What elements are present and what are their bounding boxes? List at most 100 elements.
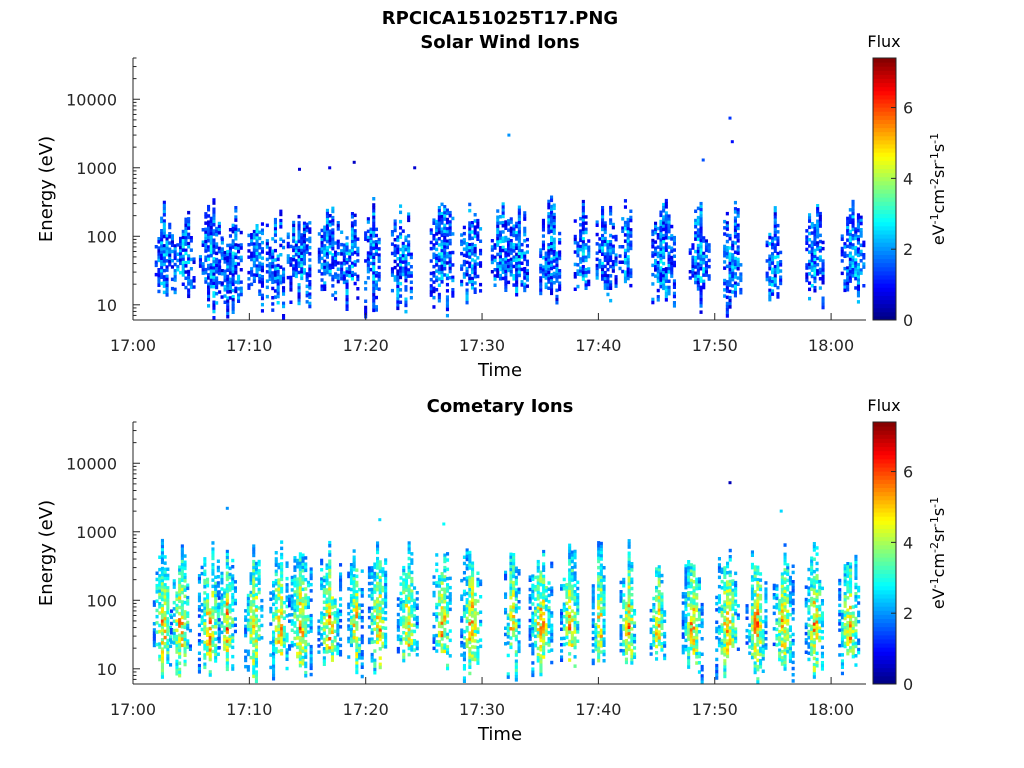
heatmap-cell [498,264,502,269]
heatmap-cell [181,267,185,271]
heatmap-cell [468,578,472,583]
heatmap-cell [317,628,321,633]
heatmap-cell [296,561,300,566]
heatmap-cell [296,614,300,619]
heatmap-cell [504,570,508,575]
heatmap-cell [345,242,349,246]
heatmap-cell [846,266,850,270]
heatmap-cell [443,565,447,570]
heatmap-cell [402,624,406,629]
heatmap-cell [373,574,377,579]
heatmap-cell [404,272,408,277]
heatmap-cell [207,214,211,218]
heatmap-cell [207,263,211,268]
heatmap-cell [404,309,408,314]
heatmap-cell [325,236,329,241]
heatmap-cell [547,612,551,616]
heatmap-cell [296,633,300,637]
heatmap-cell [552,240,556,245]
colorbar-tick-label: 0 [903,311,913,330]
heatmap-cell [384,642,388,646]
heatmap-cell [348,249,352,253]
heatmap-cell [162,253,166,257]
heatmap-cell [255,270,259,274]
heatmap-cell [623,205,627,209]
heatmap-cell [350,236,354,241]
heatmap-cell [268,268,272,272]
heatmap-cell [212,210,216,215]
heatmap-cell [163,583,167,587]
heatmap-cell [170,609,174,613]
heatmap-cell [180,553,184,558]
heatmap-cell [162,250,166,254]
heatmap-cell [301,603,305,607]
heatmap-cell [208,645,212,649]
heatmap-cell [514,622,518,626]
heatmap-cell [211,612,215,616]
heatmap-cell [573,287,577,291]
heatmap-cell [517,245,521,250]
heatmap-cell [517,221,521,225]
heatmap-cell [407,572,411,576]
heatmap-cell [476,645,480,650]
heatmap-cell [399,604,403,608]
heatmap-cell [325,588,329,592]
heatmap-cell [250,267,254,271]
heatmap-cell [158,642,162,646]
heatmap-cell [207,257,211,262]
heatmap-cell [175,650,179,654]
heatmap-cell [440,575,444,579]
heatmap-cell [268,277,272,282]
heatmap-cell [211,649,215,654]
heatmap-cell [183,641,187,645]
heatmap-cell [257,637,261,641]
heatmap-cell [274,637,278,642]
heatmap-cell [276,276,280,280]
heatmap-cell [339,578,343,583]
heatmap-cell [333,617,337,621]
heatmap-cell [183,600,187,605]
heatmap-cell [598,265,602,269]
heatmap-cell [239,255,243,260]
heatmap-cell [542,590,546,594]
heatmap-cell [725,233,729,238]
heatmap-cell [435,257,439,261]
heatmap-cell [443,600,447,604]
heatmap-cell [501,239,505,243]
heatmap-cell [547,277,551,281]
heatmap-cell [179,261,183,266]
heatmap-cell [162,268,166,273]
heatmap-cell [542,584,546,588]
heatmap-cell [322,606,326,611]
heatmap-cell [515,268,519,272]
heatmap-cell [733,216,737,220]
heatmap-cell [460,282,464,287]
heatmap-cell [200,565,204,570]
heatmap-cell [260,614,264,618]
heatmap-cell [317,232,321,236]
heatmap-cell [699,201,703,206]
heatmap-cell [821,268,825,273]
heatmap-cell [239,258,243,263]
heatmap-cell [347,571,351,576]
heatmap-cell [296,583,300,588]
heatmap-cell [349,621,353,626]
heatmap-cell [162,213,166,217]
heatmap-cell [768,297,772,302]
heatmap-cell [360,656,364,660]
heatmap-cell [355,642,359,647]
heatmap-cell [512,584,516,588]
heatmap-cell [465,273,469,277]
heatmap-cell [859,215,863,220]
heatmap-cell [308,283,312,287]
heatmap-cell [197,598,201,603]
heatmap-cell [220,612,224,616]
heatmap-cell [252,665,256,669]
heatmap-cell [581,221,585,226]
heatmap-cell [258,277,262,281]
heatmap-cell [381,588,385,593]
heatmap-cell [659,278,663,283]
heatmap-cell [517,621,521,626]
heatmap-cell [468,606,472,611]
heatmap-cell [603,280,607,284]
